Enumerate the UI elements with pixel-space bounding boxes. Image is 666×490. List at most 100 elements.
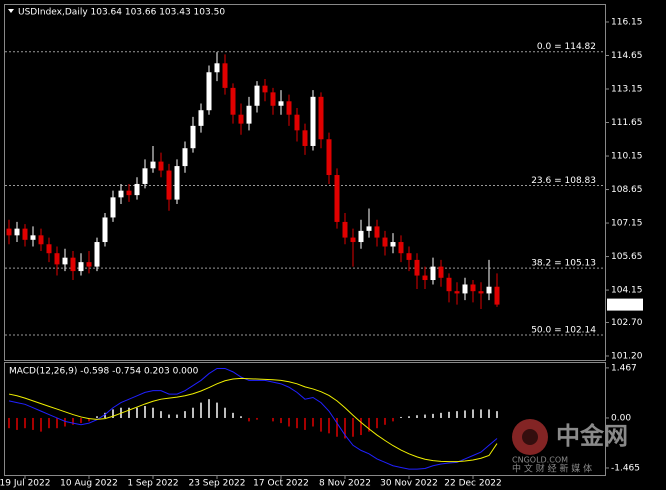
candle-body bbox=[38, 235, 44, 245]
candle-body bbox=[478, 291, 484, 294]
macd-frame bbox=[4, 362, 606, 476]
macd-title: MACD(12,26,9) -0.598 -0.754 0.203 0.000 bbox=[9, 367, 199, 377]
candle-body bbox=[262, 85, 268, 93]
x-tick-label: 17 Oct 2022 bbox=[253, 479, 309, 489]
y-tick-label: 102.70 bbox=[611, 318, 643, 328]
candle-body bbox=[70, 257, 76, 272]
candle-body bbox=[62, 257, 68, 265]
candle-body bbox=[166, 170, 172, 200]
y-tick-label: 0.00 bbox=[611, 413, 631, 423]
candle-body bbox=[430, 266, 436, 281]
candle-body bbox=[350, 237, 356, 243]
watermark-logo: 中金网 bbox=[556, 422, 628, 450]
candle-body bbox=[246, 105, 252, 124]
x-tick-label: 8 Nov 2022 bbox=[319, 479, 371, 489]
candle-body bbox=[238, 114, 244, 124]
candle-body bbox=[54, 253, 60, 265]
candle-body bbox=[206, 72, 212, 111]
main-frame bbox=[4, 4, 606, 361]
y-tick-label: 110.15 bbox=[611, 152, 643, 162]
candle-body bbox=[6, 228, 12, 236]
candle-body bbox=[326, 139, 332, 176]
candle-body bbox=[22, 228, 28, 240]
candle-body bbox=[334, 175, 340, 222]
candle-body bbox=[422, 275, 428, 281]
candle-body bbox=[446, 277, 452, 292]
candle-body bbox=[486, 286, 492, 294]
watermark-slogan: 中 文 财 经 新 媒 体 bbox=[512, 463, 592, 475]
candle-body bbox=[470, 284, 476, 292]
y-tick-label: 111.65 bbox=[611, 118, 643, 128]
x-tick-label: 30 Nov 2022 bbox=[380, 479, 438, 489]
candle-body bbox=[126, 190, 132, 196]
candle-body bbox=[294, 114, 300, 131]
candle-body bbox=[310, 96, 316, 146]
candle-body bbox=[182, 148, 188, 167]
candle-body bbox=[462, 284, 468, 294]
menu-icon bbox=[8, 9, 14, 13]
x-tick-label: 23 Sep 2022 bbox=[188, 479, 245, 489]
candle-body bbox=[406, 253, 412, 260]
fib-label: 23.6 = 108.83 bbox=[531, 176, 596, 186]
candle-body bbox=[94, 242, 100, 267]
logo-icon-inner bbox=[522, 429, 538, 445]
y-tick-label: -1.465 bbox=[611, 463, 640, 473]
y-tick-label: 108.65 bbox=[611, 185, 643, 195]
candle-body bbox=[382, 237, 388, 247]
candle-body bbox=[214, 63, 220, 73]
candle-body bbox=[118, 190, 124, 198]
last-price-box bbox=[607, 298, 643, 311]
candle-body bbox=[14, 228, 20, 236]
candle-body bbox=[110, 197, 116, 218]
last-price-label: 103.50 bbox=[610, 300, 642, 310]
candle-body bbox=[222, 63, 228, 88]
candle-body bbox=[270, 92, 276, 106]
y-tick-label: 113.15 bbox=[611, 85, 643, 95]
candle-body bbox=[366, 226, 372, 231]
x-tick-label: 19 Jul 2022 bbox=[0, 479, 50, 489]
candle-body bbox=[190, 125, 196, 149]
fib-label: 50.0 = 102.14 bbox=[531, 325, 596, 335]
y-tick-label: 107.15 bbox=[611, 219, 643, 229]
candle-body bbox=[374, 226, 380, 238]
watermark-site: CNGOLD.COM bbox=[512, 456, 568, 465]
candle-body bbox=[142, 168, 148, 184]
candle-body bbox=[358, 230, 364, 243]
candle-body bbox=[158, 161, 164, 171]
x-tick-label: 1 Sep 2022 bbox=[127, 479, 178, 489]
y-tick-label: 101.20 bbox=[611, 351, 643, 361]
candle-body bbox=[30, 235, 36, 240]
y-tick-label: 116.15 bbox=[611, 17, 643, 27]
candle-body bbox=[414, 259, 420, 276]
candle-body bbox=[278, 101, 284, 106]
candle-body bbox=[286, 101, 292, 115]
candle-body bbox=[454, 291, 460, 294]
candle-body bbox=[438, 266, 444, 278]
y-tick-label: 114.65 bbox=[611, 51, 643, 61]
candle-body bbox=[174, 166, 180, 200]
candle-body bbox=[302, 130, 308, 146]
candle-body bbox=[150, 161, 156, 169]
candle-body bbox=[102, 217, 108, 243]
y-tick-label: 1.467 bbox=[611, 363, 637, 373]
fib-label: 0.0 = 114.82 bbox=[537, 42, 596, 52]
candle-body bbox=[78, 262, 84, 272]
y-tick-label: 104.15 bbox=[611, 286, 643, 296]
candle-body bbox=[46, 244, 52, 254]
candle-body bbox=[494, 286, 500, 305]
candle-body bbox=[342, 221, 348, 238]
watermark: 中金网 CNGOLD.COM 中 文 财 经 新 媒 体 bbox=[512, 419, 628, 475]
y-tick-label: 105.65 bbox=[611, 252, 643, 262]
candle-body bbox=[198, 110, 204, 126]
x-tick-label: 22 Dec 2022 bbox=[444, 479, 502, 489]
fib-label: 38.2 = 105.13 bbox=[531, 259, 596, 269]
candle-body bbox=[230, 87, 236, 115]
candle-body bbox=[134, 183, 140, 196]
candle-body bbox=[254, 85, 260, 106]
x-tick-label: 10 Aug 2022 bbox=[60, 479, 118, 489]
candle-body bbox=[398, 242, 404, 254]
candle-body bbox=[86, 262, 92, 267]
macd-line bbox=[8, 367, 498, 470]
